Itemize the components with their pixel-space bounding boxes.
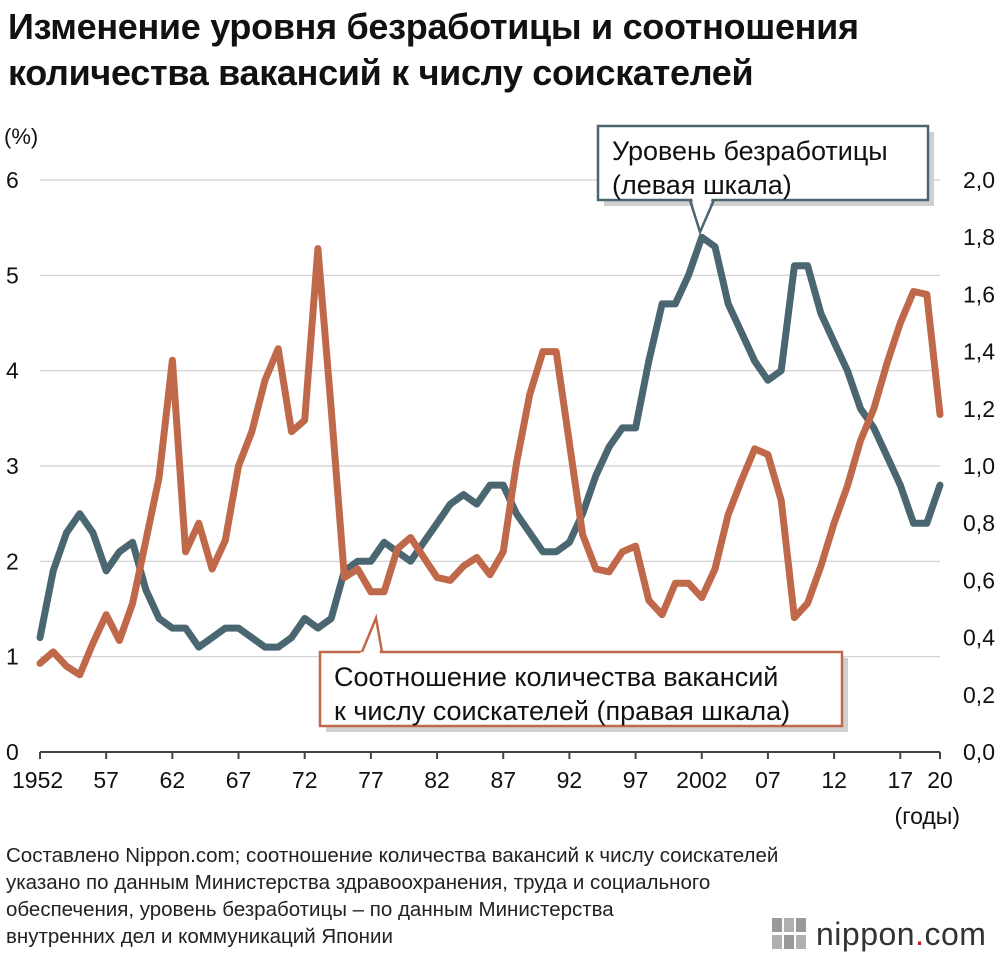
source-note-line-3: обеспечения, уровень безработицы – по да… bbox=[6, 898, 614, 921]
callout-text: Уровень безработицы bbox=[612, 136, 888, 166]
right-tick-label: 1,4 bbox=[963, 339, 995, 365]
callout-pointer bbox=[360, 613, 384, 653]
right-tick-label: 1,8 bbox=[963, 224, 995, 250]
x-tick-label: 1952 bbox=[12, 767, 63, 793]
axes: 0123456(%)0,00,20,40,60,81,01,21,41,61,8… bbox=[4, 124, 995, 829]
left-tick-label: 3 bbox=[6, 453, 19, 479]
logo-suffix: com bbox=[924, 915, 987, 952]
right-tick-label: 0,4 bbox=[963, 625, 995, 651]
series-callouts: Уровень безработицы (левая шкала) Соотноше… bbox=[318, 124, 934, 732]
left-tick-label: 6 bbox=[6, 167, 19, 193]
callout-box bbox=[596, 124, 930, 202]
chart-title-line-1: Изменение уровня безработицы и соотношен… bbox=[8, 6, 859, 47]
logo-text: nippon.com bbox=[816, 916, 986, 953]
x-tick-label: 82 bbox=[424, 767, 450, 793]
job-ratio-callout: Соотношение количества вакансий к числу с… bbox=[318, 613, 848, 732]
left-tick-label: 2 bbox=[6, 548, 19, 574]
left-tick-label: 0 bbox=[6, 739, 19, 765]
callout-pointer bbox=[688, 199, 716, 236]
callout-box bbox=[318, 650, 844, 728]
callout-text: (левая шкала) bbox=[612, 170, 792, 200]
line-chart: 0123456(%)0,00,20,40,60,81,01,21,41,61,8… bbox=[4, 124, 995, 829]
right-tick-label: 0,6 bbox=[963, 567, 995, 593]
callout-text: Соотношение количества вакансий bbox=[334, 662, 778, 692]
left-tick-label: 5 bbox=[6, 262, 19, 288]
callout-text: к числу соискателей (правая шкала) bbox=[334, 696, 790, 726]
x-tick-label: 97 bbox=[623, 767, 649, 793]
x-tick-label: 77 bbox=[358, 767, 384, 793]
right-tick-label: 1,0 bbox=[963, 453, 995, 479]
right-tick-label: 2,0 bbox=[963, 167, 995, 193]
left-tick-label: 4 bbox=[6, 358, 19, 384]
x-tick-label: 20 bbox=[927, 767, 953, 793]
nippon-logo-icon bbox=[772, 918, 806, 949]
source-note-line-4: внутренних дел и коммуникаций Японии bbox=[6, 925, 393, 948]
x-axis-unit-label: (годы) bbox=[895, 803, 960, 829]
x-tick-label: 17 bbox=[887, 767, 913, 793]
x-tick-label: 57 bbox=[93, 767, 119, 793]
logo-name: nippon bbox=[816, 915, 916, 952]
x-tick-label: 07 bbox=[755, 767, 781, 793]
left-tick-label: 1 bbox=[6, 644, 19, 670]
x-tick-label: 92 bbox=[557, 767, 583, 793]
right-tick-label: 0,0 bbox=[963, 739, 995, 765]
logo-dot: . bbox=[915, 915, 925, 952]
job-ratio-line bbox=[36, 245, 944, 679]
callout-pointer-fill bbox=[692, 198, 712, 232]
chart-title: Изменение уровня безработицы и соотношен… bbox=[8, 4, 993, 96]
unemployment-callout: Уровень безработицы (левая шкала) bbox=[596, 124, 934, 236]
x-tick-label: 2002 bbox=[676, 767, 727, 793]
x-tick-label: 12 bbox=[821, 767, 847, 793]
source-note-line-1: Составлено Nippon.com; соотношение колич… bbox=[6, 844, 779, 867]
nippon-logo: nippon.com bbox=[770, 914, 986, 954]
series-lines bbox=[36, 233, 944, 679]
x-tick-label: 87 bbox=[490, 767, 516, 793]
source-note-line-2: указано по данным Министерства здравоохр… bbox=[6, 871, 711, 894]
right-tick-label: 0,2 bbox=[963, 682, 995, 708]
source-note: Составлено Nippon.com; соотношение колич… bbox=[6, 842, 946, 950]
x-tick-label: 72 bbox=[292, 767, 318, 793]
unemployment-rate-line bbox=[36, 233, 944, 651]
chart-title-line-2: количества вакансий к числу соискателей bbox=[8, 52, 754, 93]
x-tick-label: 67 bbox=[226, 767, 252, 793]
x-tick-label: 62 bbox=[160, 767, 186, 793]
left-axis-label: (%) bbox=[4, 124, 38, 149]
right-tick-label: 1,6 bbox=[963, 281, 995, 307]
right-tick-label: 0,8 bbox=[963, 510, 995, 536]
right-tick-label: 1,2 bbox=[963, 396, 995, 422]
